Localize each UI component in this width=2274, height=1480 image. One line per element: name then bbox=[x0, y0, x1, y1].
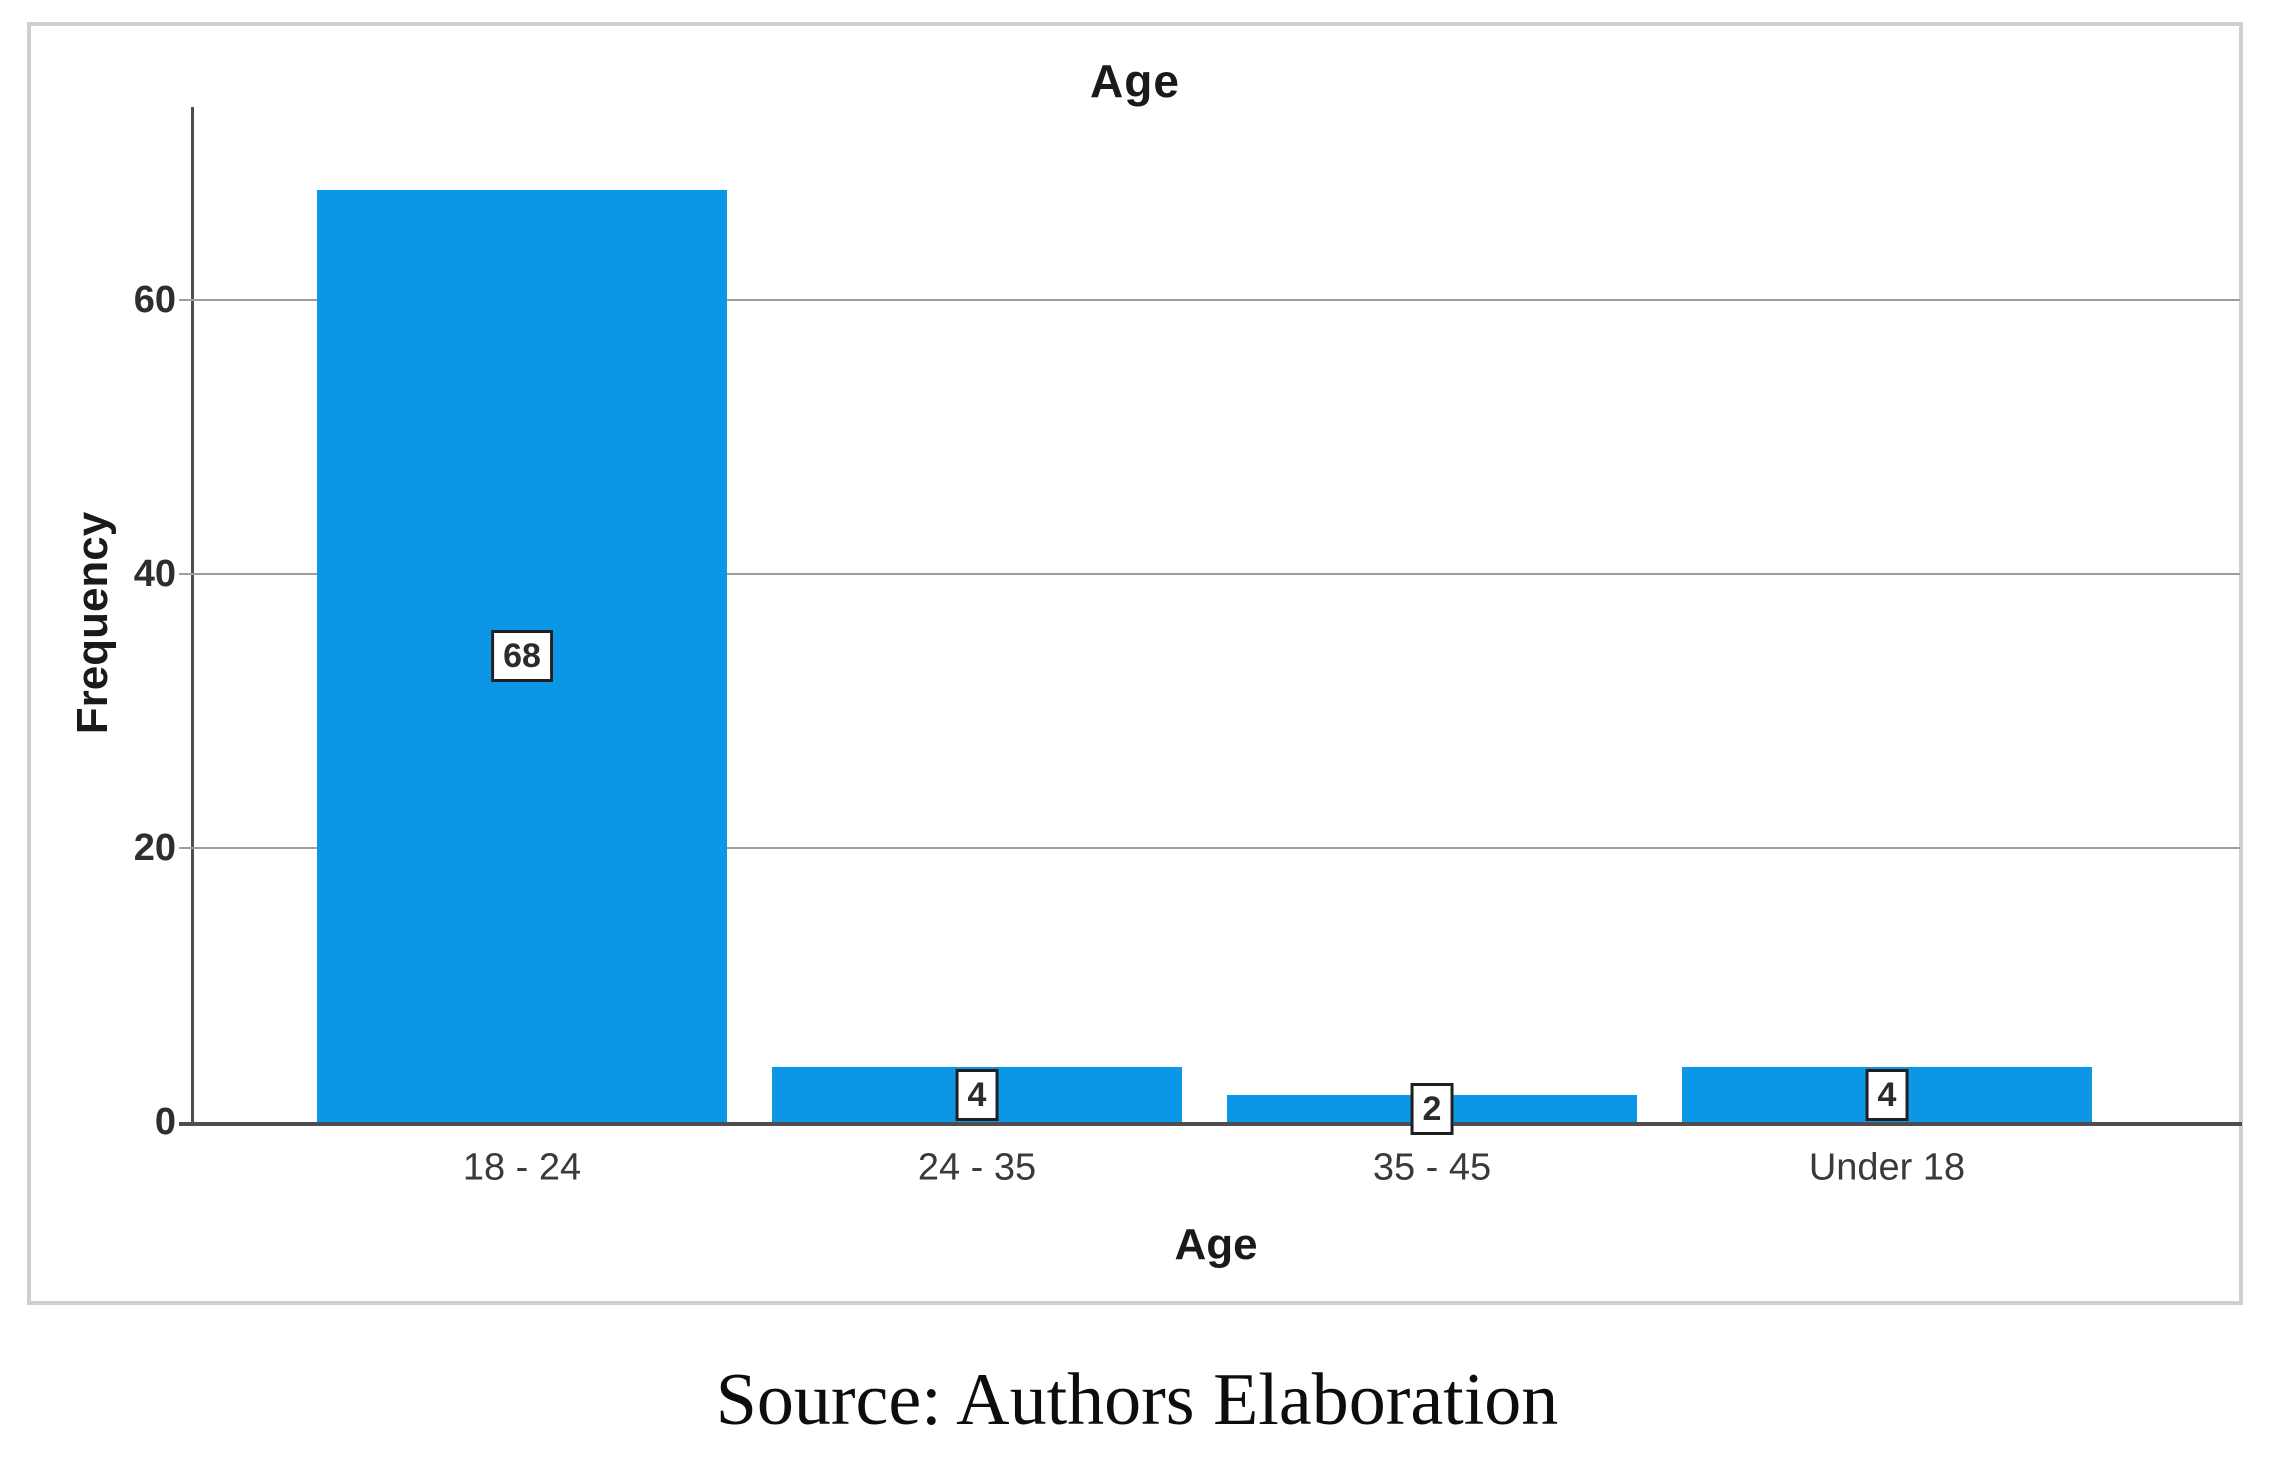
bar-value-label-under-18: 4 bbox=[1865, 1069, 1909, 1121]
x-axis-line bbox=[179, 1122, 2242, 1126]
gridline-40 bbox=[179, 573, 2240, 575]
bar-value-label-35-45: 2 bbox=[1410, 1083, 1454, 1135]
category-label-18-24: 18 - 24 bbox=[462, 1146, 582, 1189]
y-tick-label-60: 60 bbox=[133, 279, 176, 321]
y-tick-label-20: 20 bbox=[133, 827, 176, 869]
x-axis-title: Age bbox=[1174, 1220, 1258, 1269]
category-label-24-35: 24 - 35 bbox=[917, 1146, 1037, 1189]
chart-title: Age bbox=[1090, 55, 1180, 107]
y-tick-label-0: 0 bbox=[154, 1101, 176, 1143]
category-label-under-18: Under 18 bbox=[1808, 1146, 1966, 1189]
y-axis-line bbox=[191, 107, 194, 1126]
bar-value-label-18-24: 68 bbox=[491, 630, 553, 682]
y-tick-label-40: 40 bbox=[133, 553, 176, 595]
category-label-35-45: 35 - 45 bbox=[1372, 1146, 1492, 1189]
gridline-20 bbox=[179, 847, 2240, 849]
gridline-60 bbox=[179, 299, 2240, 301]
bar-value-label-24-35: 4 bbox=[955, 1069, 999, 1121]
y-axis-title: Frequency bbox=[68, 511, 117, 735]
source-caption: Source: Authors Elaboration bbox=[715, 1359, 1559, 1441]
